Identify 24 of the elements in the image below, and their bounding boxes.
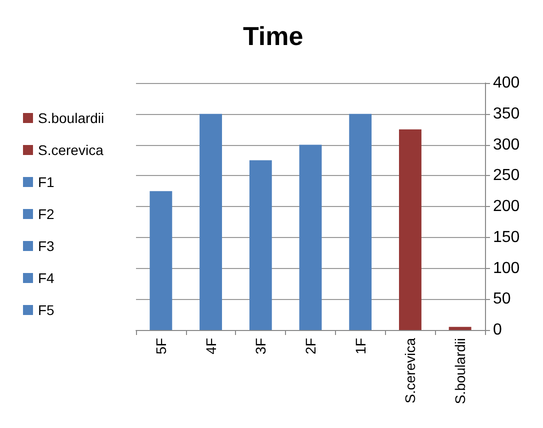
y-tick-label: 400 [493, 74, 520, 92]
x-tick-label: 5F [152, 338, 169, 354]
x-tick-label: S.boulardii [452, 338, 468, 404]
x-tick-label: 1F [352, 338, 368, 354]
legend-label: F2 [38, 206, 55, 222]
y-tick-label: 350 [493, 105, 520, 122]
y-tick-label: 100 [493, 260, 520, 277]
y-tick-label: 300 [493, 136, 520, 154]
legend-label: S.cerevica [38, 142, 104, 158]
legend-label: F5 [38, 302, 55, 318]
x-tick-label: 2F [302, 338, 318, 354]
y-tick-label: 0 [493, 322, 502, 338]
x-tick-label: 4F [202, 338, 219, 354]
x-tick-label: S.cerevica [402, 338, 418, 404]
x-tick-label: 3F [252, 338, 269, 354]
legend-label: F4 [38, 270, 55, 286]
y-tick-label: 200 [493, 198, 520, 215]
y-tick-label: 250 [493, 167, 520, 184]
y-tick-label: 50 [493, 290, 511, 308]
legend-label: F1 [38, 174, 55, 190]
chart-title: Time [243, 21, 304, 51]
y-tick-label: 150 [493, 228, 520, 246]
legend-label: S.boulardii [38, 110, 104, 126]
legend-label: F3 [38, 238, 55, 254]
